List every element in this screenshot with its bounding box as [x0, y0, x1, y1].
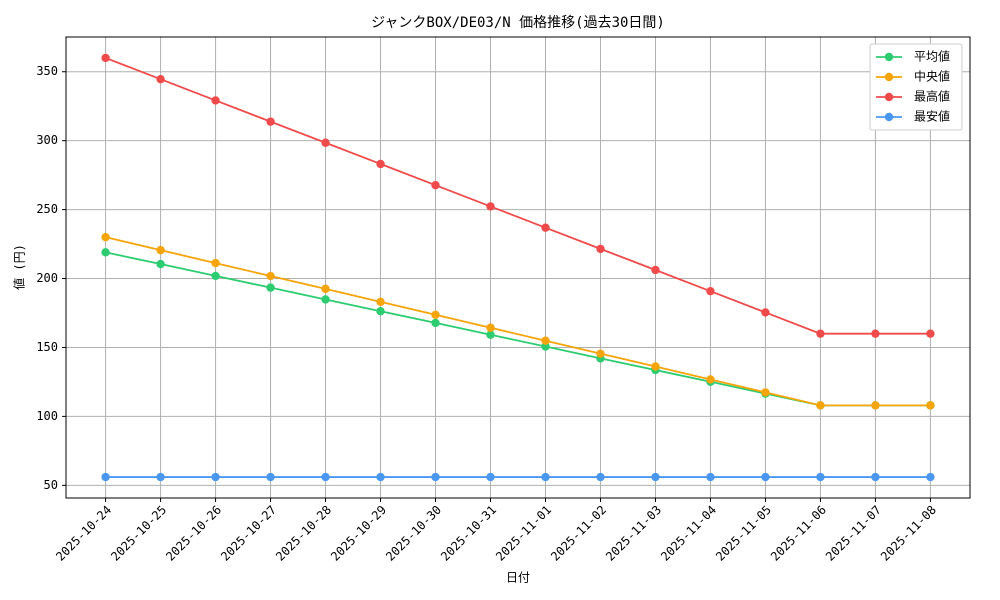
data-point [211, 472, 220, 482]
chart-title: ジャンクBOX/DE03/N 価格推移(過去30日間) [371, 15, 665, 31]
data-point [321, 295, 330, 304]
y-tick-label: 300 [36, 133, 58, 147]
data-point [266, 271, 275, 281]
data-point [706, 375, 715, 384]
data-point [266, 472, 275, 482]
data-point [101, 232, 110, 242]
data-point [816, 401, 825, 410]
data-point [706, 472, 715, 482]
data-point [486, 202, 495, 211]
legend-box [869, 43, 963, 131]
data-point [816, 329, 825, 338]
data-point [541, 223, 550, 232]
legend-marker [884, 112, 894, 122]
data-point [486, 323, 495, 332]
y-tick-label: 100 [36, 409, 58, 423]
legend-label: 中央値 [914, 69, 950, 84]
data-point [376, 307, 385, 316]
y-tick-label: 250 [36, 202, 58, 216]
data-point [431, 180, 440, 190]
data-point [596, 472, 605, 482]
data-point [651, 265, 660, 275]
series-line [105, 57, 931, 335]
legend-label: 最安値 [914, 109, 950, 124]
data-point [651, 362, 660, 371]
data-point [871, 329, 880, 338]
data-point [376, 297, 385, 307]
data-point [486, 330, 495, 339]
data-point [321, 284, 330, 294]
data-point [431, 310, 440, 319]
data-point [266, 283, 275, 292]
data-point [321, 138, 330, 147]
data-point [541, 336, 550, 345]
data-point [871, 401, 880, 410]
y-tick-label: 50 [44, 478, 58, 492]
data-point [706, 287, 715, 296]
data-point [486, 472, 495, 482]
data-point [541, 472, 550, 482]
data-point [156, 472, 165, 482]
data-point [651, 472, 660, 482]
data-point [431, 318, 440, 328]
data-point [761, 388, 770, 397]
data-point [156, 245, 165, 255]
y-tick-label: 200 [36, 271, 58, 285]
x-axis-label: 日付 [506, 571, 530, 585]
legend-marker [884, 92, 894, 102]
series-line [105, 236, 931, 407]
data-point [211, 96, 220, 105]
data-point [871, 472, 880, 482]
data-point [321, 472, 330, 482]
data-point [596, 349, 605, 358]
legend-marker [884, 52, 894, 62]
data-point [596, 244, 605, 254]
data-point [156, 259, 165, 269]
legend-label: 最高値 [914, 89, 950, 104]
data-point [431, 472, 440, 482]
data-point [926, 329, 935, 338]
data-point [926, 401, 935, 410]
y-tick-label: 150 [36, 340, 58, 354]
data-point [926, 472, 935, 482]
data-point [266, 117, 275, 126]
data-point [101, 53, 110, 63]
data-point [101, 248, 110, 257]
y-axis-label: 値 (円) [12, 244, 27, 290]
data-point [101, 472, 110, 482]
data-point [816, 472, 825, 482]
data-point [541, 342, 550, 351]
data-point [376, 159, 385, 169]
data-point [211, 258, 220, 268]
legend-marker [884, 72, 894, 82]
y-tick-label: 350 [36, 64, 58, 78]
data-point [761, 472, 770, 482]
data-point [761, 308, 770, 317]
data-point [376, 472, 385, 482]
legend-label: 平均値 [914, 49, 950, 64]
data-point [211, 271, 220, 281]
data-point [156, 74, 165, 84]
plot-frame [65, 36, 971, 499]
